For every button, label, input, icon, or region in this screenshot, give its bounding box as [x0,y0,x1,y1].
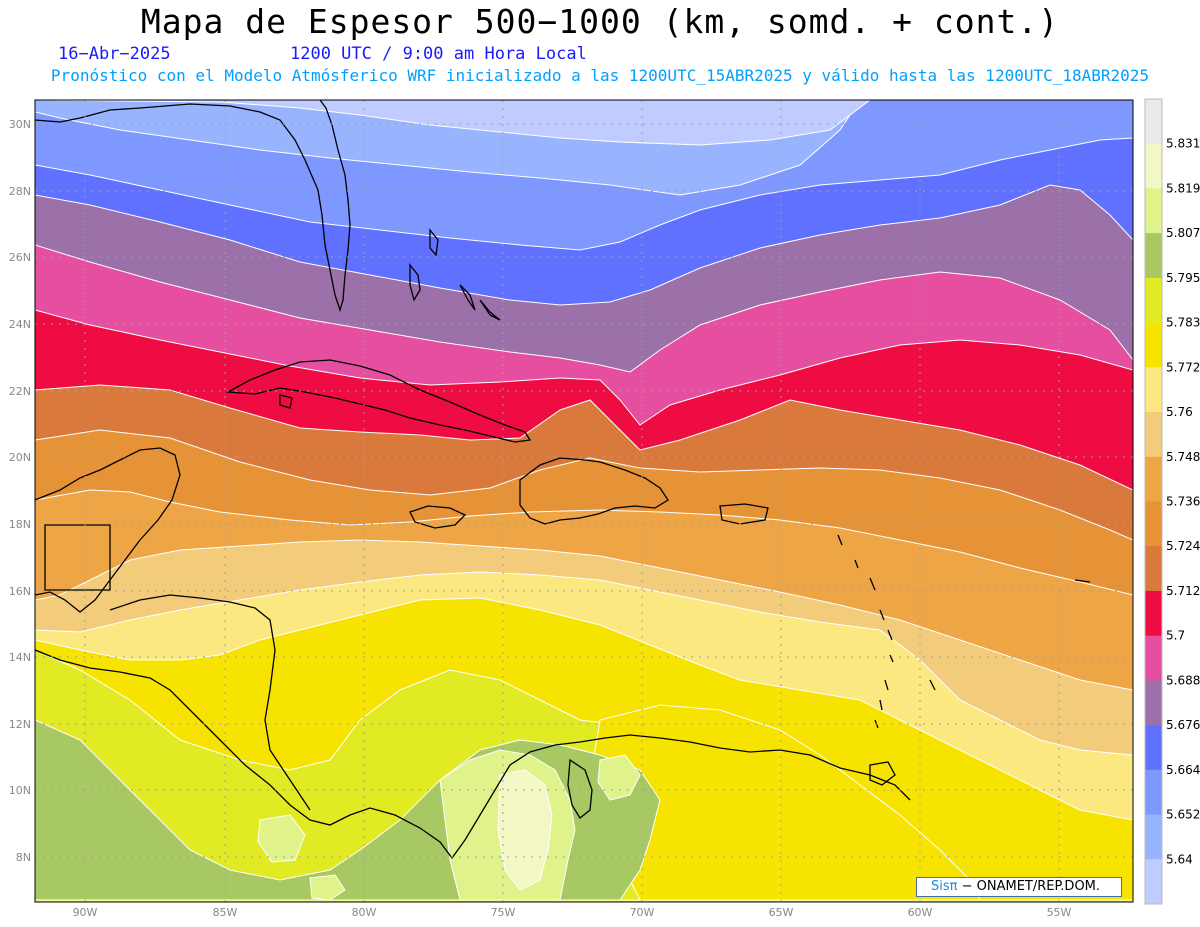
map-title: Mapa de Espesor 500−1000 (km, somd. + co… [140,2,1060,41]
coast-bahamas-3 [459,284,476,311]
colorbar-swatch [1145,143,1162,189]
colorbar-swatch [1145,590,1162,637]
lat-label: 28N [9,185,31,198]
coast-bahamas-4 [479,299,501,321]
coast-florida-gulf [35,100,351,313]
colorbar-swatch [1145,322,1162,368]
lon-axis: 90W 85W 80W 75W 70W 65W 60W 55W [73,906,1072,919]
colorbar-label: 5.772 [1166,360,1200,374]
colorbar-label: 5.76 [1166,405,1193,419]
lon-label: 60W [908,906,933,919]
lon-label: 75W [491,906,516,919]
coast-hispaniola [519,457,669,525]
colorbar-swatch [1145,188,1162,234]
credit-text: − ONAMET/REP.DOM. [961,879,1101,894]
lat-label: 30N [9,118,31,131]
lon-label: 85W [213,906,238,919]
band-5807-west [257,814,306,863]
lon-label: 65W [769,906,794,919]
lon-label: 90W [73,906,98,919]
lat-label: 24N [9,318,31,331]
coast-bahamas-1 [409,263,421,302]
thickness-bands [35,100,1133,902]
colorbar-swatch [1145,277,1162,324]
coast-yucatan [35,447,181,613]
sispi-logo: Sisπ [931,879,958,894]
lat-label: 16N [9,585,31,598]
colorbar-swatch [1145,501,1162,547]
colorbar-label: 5.783 [1166,316,1200,330]
colorbar-label: 5.64 [1166,852,1193,866]
coast-bahamas-2 [429,228,439,257]
colorbar-label: 5.712 [1166,584,1200,598]
colorbar-label: 5.652 [1166,808,1200,822]
lat-label: 22N [9,385,31,398]
colorbar-swatch [1145,635,1162,681]
colorbar-swatch [1145,546,1162,592]
coastlines [35,100,1091,860]
colorbar-label: 5.795 [1166,271,1200,285]
colorbar-swatch [1145,456,1162,502]
colorbar-label: 5.676 [1166,718,1200,732]
coast-maracaibo [567,758,593,819]
credit-box: Sisπ − ONAMET/REP.DOM. [916,877,1122,897]
lat-label: 18N [9,518,31,531]
coast-caribbean-ca [109,594,311,811]
colorbar-swatch [1145,412,1162,458]
colorbar-frame [1144,98,1163,905]
colorbar-label: 5.688 [1166,673,1200,687]
band-5640 [35,100,871,146]
lat-label: 8N [16,851,31,864]
lat-label: 10N [9,784,31,797]
coast-isla-juventud [279,394,293,409]
map-frame [34,99,1134,903]
lat-label: 14N [9,651,31,664]
forecast-time: 1200 UTC / 9:00 am Hora Local [290,44,587,64]
forecast-description: Pronóstico con el Modelo Atmósferico WRF… [50,66,1150,85]
colorbar-label: 5.807 [1166,226,1200,240]
colorbar-swatch [1145,367,1162,413]
colorbar: 5.831 5.819 5.807 5.795 5.783 5.772 5.76 5.748 5… [1144,98,1200,905]
lat-axis: 30N 28N 26N 24N 22N 20N 18N 16N 14N 12N … [9,118,31,864]
colorbar-swatch [1145,769,1162,816]
band-5819 [497,769,553,891]
band-5807-small [597,754,641,801]
lat-label: 20N [9,451,31,464]
lat-label: 26N [9,251,31,264]
coast-central-america [35,649,911,860]
coast-puerto-rico [719,503,769,525]
lon-label: 80W [352,906,377,919]
colorbar-label: 5.664 [1166,763,1200,777]
colorbar-label: 5.819 [1166,181,1200,195]
colorbar-swatch [1145,680,1162,726]
coast-belize-box [44,524,111,591]
band-5807-south [309,874,346,901]
coast-jamaica [409,505,467,529]
colorbar-label: 5.748 [1166,450,1200,464]
graticule [35,100,1133,902]
forecast-date: 16−Abr−2025 [58,44,171,64]
colorbar-swatch [1145,814,1162,860]
colorbar-label: 5.724 [1166,539,1200,553]
colorbar-label: 5.7 [1166,629,1185,643]
colorbar-swatch [1145,859,1162,905]
colorbar-swatch [1145,725,1162,771]
lon-label: 70W [630,906,655,919]
lat-label: 12N [9,718,31,731]
colorbar-swatch [1145,233,1162,279]
coast-cuba [225,359,532,443]
colorbar-label: 5.736 [1166,495,1200,509]
colorbar-swatch [1145,99,1162,145]
colorbar-label: 5.831 [1166,137,1200,151]
lon-label: 55W [1047,906,1072,919]
coast-trinidad [869,761,896,786]
